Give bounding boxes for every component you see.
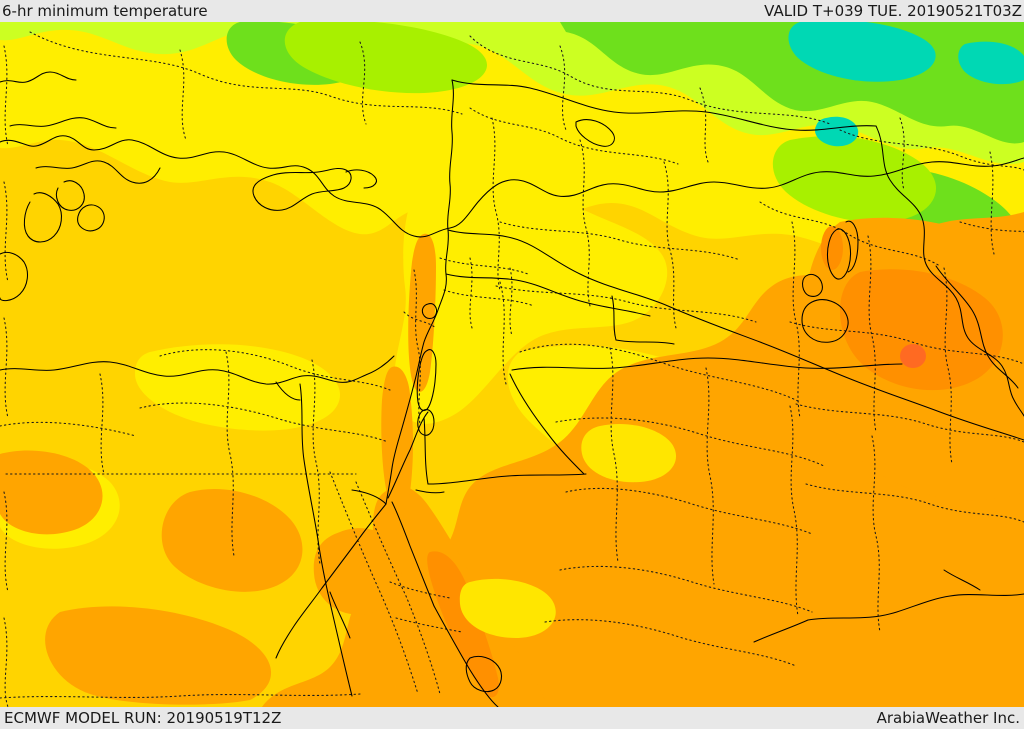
temp-hotspot [900,344,926,368]
temp-band-30-sinai [313,528,403,615]
temp-band-16-b [772,136,937,223]
temp-hotspot-2 [821,226,843,270]
temp-patch-b [459,578,556,638]
brand-label: ArabiaWeather Inc. [876,709,1020,727]
model-run-label: ECMWF MODEL RUN: 20190519T12Z [4,709,282,727]
footer-bar: ECMWF MODEL RUN: 20190519T12Z ArabiaWeat… [0,707,1024,729]
temp-band-30-segypt [45,606,272,705]
temperature-map[interactable] [0,22,1024,707]
valid-time-label: VALID T+039 TUE. 20190521T03Z [764,2,1022,20]
temp-band-22-delta [135,344,340,431]
page-title: 6-hr minimum temperature [2,2,208,20]
temp-band-16 [284,22,487,94]
temp-band-32-redsea [427,551,499,698]
temp-patch-a [581,424,677,483]
temp-band-32 [839,269,1003,391]
temp-band-30-wdesert [0,450,103,535]
temp-band-10 [788,22,936,82]
header-bar: 6-hr minimum temperature VALID T+039 TUE… [0,0,1024,22]
coastlines-and-borders [0,71,1024,707]
temp-band-30-suez [381,366,413,514]
temp-band-10-c [814,116,859,147]
temp-band-10-b [958,41,1024,85]
temperature-field-svg [0,22,1024,707]
